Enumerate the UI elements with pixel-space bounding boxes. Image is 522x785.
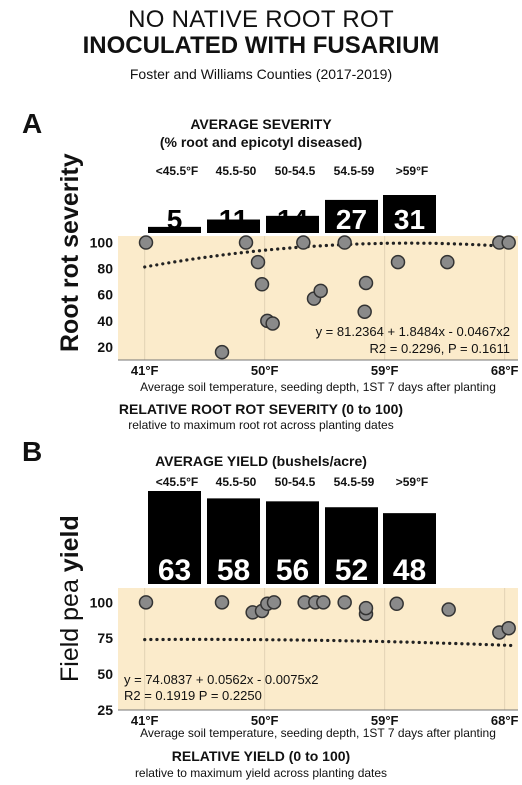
panel-a-y-tick-label: 20 xyxy=(97,339,113,355)
panel-a-letter: A xyxy=(22,108,43,139)
panel-a-bar-subtitle: (% root and epicotyl diseased) xyxy=(159,134,363,150)
panel-b-bar xyxy=(207,498,260,584)
panel-b-data-point xyxy=(389,596,404,612)
panel-b-bar xyxy=(383,513,436,584)
title-line-3: Foster and Williams Counties (2017-2019) xyxy=(129,66,393,82)
panel-a-stats: R2 = 0.2296, P = 0.1611 xyxy=(370,341,510,356)
panel-a-equation: y = 81.2364 + 1.8484x - 0.0467x2 xyxy=(316,324,510,339)
panel-a-data-point xyxy=(358,275,374,291)
panel-b-bar-value: 52 xyxy=(335,554,368,587)
panel-a-data-point xyxy=(250,254,266,270)
panel-b-category-label: 54.5-59 xyxy=(334,475,375,489)
panel-a-bar-title: AVERAGE SEVERITY xyxy=(190,116,332,132)
panel-b-x-tick-label: 41°F xyxy=(131,713,159,728)
panel-a-bar-value: 31 xyxy=(394,204,425,235)
panel-a-data-point xyxy=(337,235,352,250)
panel-a-bar-value: 5 xyxy=(167,204,183,235)
panel-b-x-tick-label: 68°F xyxy=(491,713,519,728)
panel-a-data-point xyxy=(254,277,270,292)
panel-b-bar-value: 48 xyxy=(393,554,426,587)
title-line-2: INOCULATED WITH FUSARIUM xyxy=(82,32,440,59)
panel-b-stats: R2 = 0.1919 P = 0.2250 xyxy=(124,688,262,703)
panel-b-fit-curve xyxy=(143,637,513,648)
panel-a-fit-curve xyxy=(143,241,513,269)
panel-a-y-tick-label: 40 xyxy=(97,313,113,329)
panel-b-y-tick-label: 25 xyxy=(97,702,113,718)
panel-b-category-label: 45.5-50 xyxy=(216,475,257,489)
panel-b-x-tick-label: 59°F xyxy=(371,713,399,728)
panel-a-data-point xyxy=(501,235,516,250)
panel-b-letter: B xyxy=(22,436,43,467)
panel-a-chart: <45.5°F 45.5-50 50-54.5 54.5-59 >59°F 5 11 14 27… xyxy=(90,164,519,378)
panel-b-data-point xyxy=(316,595,331,610)
panel-b-data-point xyxy=(337,595,352,610)
panel-b-category-label: >59°F xyxy=(396,475,428,489)
panel-a-bar xyxy=(266,215,319,233)
panel-a-bar xyxy=(207,219,260,233)
panel-b-caption-sub: relative to maximum yield across plantin… xyxy=(134,766,388,780)
panel-b-category-label: 50-54.5 xyxy=(275,475,316,489)
panel-b-data-point xyxy=(441,602,456,617)
panel-b-category-label: <45.5°F xyxy=(156,475,199,489)
panel-a-x-tick-label: 59°F xyxy=(371,363,399,378)
panel-b-y-tick-label: 75 xyxy=(97,630,113,646)
panel-b-x-axis-label: Average soil temperature, seeding depth,… xyxy=(140,726,496,740)
panel-b-data-point xyxy=(214,595,230,610)
panel-b-data-point xyxy=(266,595,282,610)
panel-b-y-tick-label: 50 xyxy=(97,666,113,682)
panel-a-category-label: >59°F xyxy=(396,164,428,178)
panel-a-bar xyxy=(148,226,201,233)
panel-a-category-label: 45.5-50 xyxy=(216,164,257,178)
panel-b-y-tick-label: 100 xyxy=(90,594,114,610)
panel-a-x-tick-label: 68°F xyxy=(491,363,519,378)
panel-a-bar xyxy=(325,199,378,233)
panel-b-x-tick-label: 50°F xyxy=(251,713,279,728)
panel-b-bar-title: AVERAGE YIELD (bushels/acre) xyxy=(155,453,367,469)
panel-a-data-point xyxy=(313,283,328,299)
panel-a-data-point xyxy=(440,254,455,270)
panel-a-x-axis-label: Average soil temperature, seeding depth,… xyxy=(140,380,496,394)
panel-a-bar-value: 11 xyxy=(219,204,249,235)
panel-a-data-point xyxy=(296,235,311,250)
panel-a-data-point xyxy=(214,344,230,360)
panel-a-category-label: 54.5-59 xyxy=(334,164,375,178)
panel-b-bar xyxy=(266,501,319,584)
panel-a-data-point xyxy=(238,235,254,250)
panel-b-bar xyxy=(325,507,378,584)
panel-b-bar-value: 58 xyxy=(217,554,250,587)
panel-a-y-tick-label: 60 xyxy=(97,287,113,303)
panel-b-caption-title: RELATIVE YIELD (0 to 100) xyxy=(171,748,351,764)
panel-b-equation: y = 74.0837 + 0.0562x - 0.0075x2 xyxy=(124,672,318,687)
panel-a-bar-value: 27 xyxy=(336,204,367,235)
panel-a-caption-sub: relative to maximum root rot across plan… xyxy=(128,418,394,432)
panel-b-data-point xyxy=(358,600,374,616)
panel-a-bar xyxy=(383,195,436,233)
panel-a-data-point xyxy=(138,235,154,250)
title-line-1: NO NATIVE ROOT ROT xyxy=(128,6,394,33)
panel-b-data-point xyxy=(138,595,154,610)
panel-a-category-label: 50-54.5 xyxy=(275,164,316,178)
panel-a-y-tick-label: 100 xyxy=(90,235,114,251)
panel-a-data-point xyxy=(390,254,406,270)
panel-b-data-point xyxy=(501,620,516,636)
panel-a-x-tick-label: 41°F xyxy=(131,363,159,378)
panel-a-category-label: <45.5°F xyxy=(156,164,199,178)
panel-b-bar xyxy=(148,491,201,584)
panel-a-caption-title: RELATIVE ROOT ROT SEVERITY (0 to 100) xyxy=(118,401,404,417)
panel-a-y-tick-label: 80 xyxy=(97,261,113,277)
panel-b-bar-value: 56 xyxy=(276,554,309,587)
panel-a-data-point xyxy=(357,304,372,319)
panel-a-data-point xyxy=(265,316,280,331)
panel-b-bar-value: 63 xyxy=(158,554,191,587)
panel-a-x-tick-label: 50°F xyxy=(251,363,279,378)
panel-a-bar-value: 14 xyxy=(277,204,309,235)
